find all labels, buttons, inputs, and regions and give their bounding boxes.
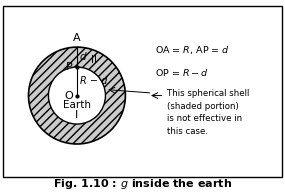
Text: P: P	[66, 62, 73, 72]
Circle shape	[48, 67, 105, 124]
Circle shape	[28, 47, 125, 144]
Text: OA = $R$, AP = $d$: OA = $R$, AP = $d$	[155, 44, 230, 56]
Text: Fig. 1.10 : $g$ inside the earth: Fig. 1.10 : $g$ inside the earth	[53, 177, 232, 191]
Text: d: d	[80, 52, 86, 62]
Text: Earth: Earth	[63, 100, 91, 110]
Text: A: A	[73, 33, 81, 43]
Text: I: I	[75, 111, 79, 121]
Text: This spherical shell
(shaded portion)
is not effective in
this case.: This spherical shell (shaded portion) is…	[167, 89, 249, 136]
Text: R − d: R − d	[80, 76, 107, 86]
Text: II: II	[91, 55, 97, 65]
Text: O: O	[65, 90, 74, 101]
Text: OP = $R - d$: OP = $R - d$	[155, 67, 208, 78]
